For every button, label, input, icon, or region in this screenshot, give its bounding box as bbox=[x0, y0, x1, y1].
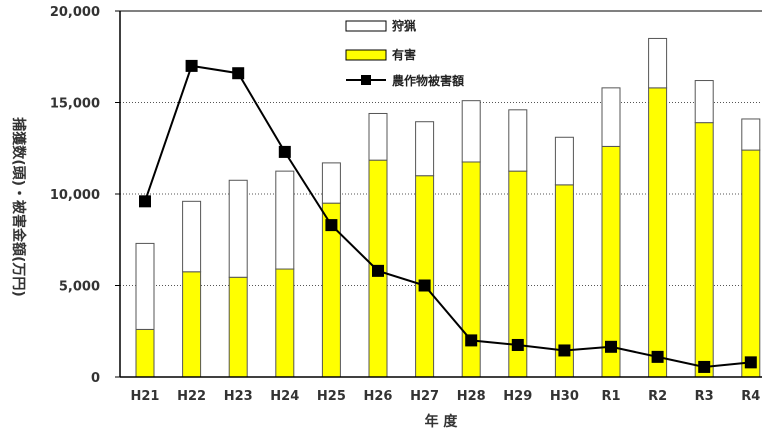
y-tick-label: 10,000 bbox=[50, 188, 100, 203]
bar-shuryo-R1 bbox=[601, 87, 621, 147]
x-tick-label: H28 bbox=[457, 389, 486, 404]
damage-point-H26 bbox=[372, 264, 384, 277]
damage-point-H28 bbox=[465, 334, 478, 347]
bar-shuryo-H29 bbox=[508, 109, 528, 172]
x-tick-label: R2 bbox=[648, 389, 667, 404]
bar-shuryo-H24 bbox=[275, 170, 295, 270]
legend-label-damage: 農作物被害額 bbox=[392, 73, 464, 88]
legend-label-yugai: 有害 bbox=[392, 47, 416, 62]
damage-point-H24 bbox=[278, 145, 291, 158]
damage-point-H25 bbox=[325, 219, 338, 232]
bar-shuryo-H27 bbox=[415, 121, 435, 177]
y-tick-label: 15,000 bbox=[50, 97, 100, 112]
x-tick-label: H25 bbox=[317, 389, 346, 404]
bar-shuryo-H30 bbox=[554, 136, 574, 186]
damage-line bbox=[139, 59, 757, 373]
bar-yugai-R4 bbox=[741, 149, 761, 378]
bar-yugai-R3 bbox=[694, 122, 714, 378]
damage-point-R1 bbox=[605, 340, 617, 353]
legend-swatch-shuryo bbox=[345, 20, 387, 32]
x-tick-label: H30 bbox=[550, 389, 579, 404]
y-tick-label: 20,000 bbox=[50, 5, 100, 20]
damage-point-H29 bbox=[511, 338, 524, 351]
x-tick-label: H24 bbox=[270, 389, 299, 404]
y-tick-labels: 0 5,000 10,000 15,000 20,000 bbox=[50, 5, 120, 386]
x-tick-label: H29 bbox=[503, 389, 532, 404]
x-tick-label: H22 bbox=[177, 389, 206, 404]
x-tick-label: R1 bbox=[601, 389, 620, 404]
bar-shuryo-R3 bbox=[694, 80, 714, 124]
y-axis-title: 捕獲数(頭)・被害金額(万円) bbox=[10, 117, 27, 297]
x-tick-label: R4 bbox=[741, 389, 760, 404]
bar-yugai-H24 bbox=[275, 268, 295, 378]
bar-shuryo-H25 bbox=[321, 162, 341, 204]
x-tick-label: H27 bbox=[410, 389, 439, 404]
legend-swatch-yugai bbox=[345, 49, 387, 61]
damage-point-H30 bbox=[558, 344, 571, 357]
damage-point-H21 bbox=[139, 195, 151, 208]
bar-shuryo-R2 bbox=[648, 37, 668, 89]
y-tick-label: 0 bbox=[91, 371, 100, 386]
bar-shuryo-R4 bbox=[741, 118, 761, 151]
damage-point-R3 bbox=[698, 360, 711, 373]
bars bbox=[135, 37, 761, 378]
bar-shuryo-H22 bbox=[182, 200, 202, 273]
x-tick-labels: H21 H22 H23 H24 H25 H26 H27 H28 H29 H30 R1 R2 R3 R4 bbox=[131, 389, 761, 404]
y-tick-label: 5,000 bbox=[59, 280, 100, 295]
damage-point-R4 bbox=[744, 356, 757, 369]
x-tick-label: H21 bbox=[131, 389, 160, 404]
x-tick-label: H26 bbox=[364, 389, 393, 404]
bar-yugai-H23 bbox=[228, 276, 248, 378]
bar-shuryo-H21 bbox=[135, 242, 155, 330]
x-axis-title: 年 度 bbox=[425, 413, 459, 430]
gridlines bbox=[120, 102, 762, 286]
damage-point-H22 bbox=[185, 59, 198, 72]
bar-yugai-H27 bbox=[415, 175, 435, 378]
bar-yugai-H21 bbox=[135, 328, 155, 378]
bar-shuryo-H28 bbox=[461, 100, 481, 163]
legend-marker-damage bbox=[361, 75, 371, 85]
bar-shuryo-H26 bbox=[368, 112, 388, 161]
bar-shuryo-H23 bbox=[228, 179, 248, 278]
x-tick-label: H23 bbox=[224, 389, 253, 404]
damage-point-H23 bbox=[232, 67, 245, 80]
bar-yugai-R2 bbox=[648, 87, 668, 378]
damage-line-path bbox=[144, 64, 751, 368]
bar-yugai-H22 bbox=[182, 271, 202, 378]
damage-point-H27 bbox=[418, 279, 431, 292]
x-tick-label: R3 bbox=[695, 389, 714, 404]
legend-label-shuryo: 狩猟 bbox=[392, 18, 416, 33]
damage-point-R2 bbox=[651, 350, 664, 363]
